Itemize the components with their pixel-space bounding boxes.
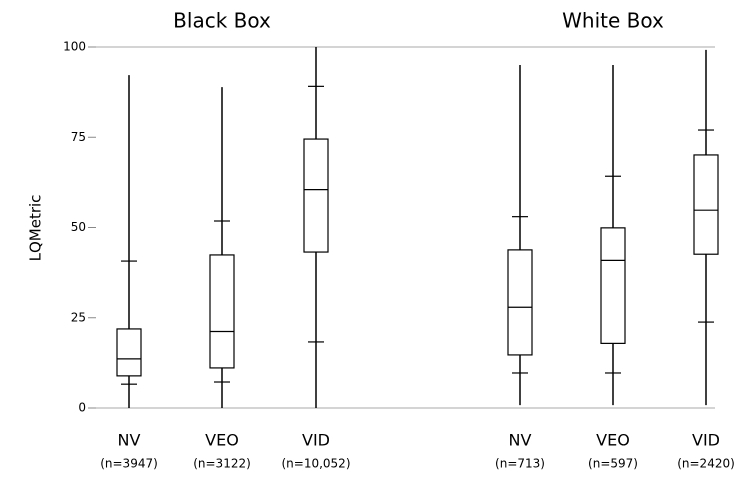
count-label: (n=3947) (100, 457, 158, 471)
x-tick-label: VEO (205, 431, 239, 450)
count-label: (n=2420) (677, 457, 735, 471)
group-title: Black Box (173, 9, 271, 33)
x-tick-label: VID (302, 431, 330, 450)
box (693, 154, 719, 255)
x-tick-label: NV (118, 431, 141, 450)
count-label: (n=597) (588, 457, 638, 471)
y-axis-label: LQMetric (27, 195, 45, 262)
y-tick-label: 100 (63, 40, 86, 54)
y-tick-label: 75 (71, 130, 86, 144)
y-tick-label: 0 (78, 401, 86, 415)
x-tick-label: NV (509, 431, 532, 450)
box (600, 227, 626, 344)
box (209, 254, 235, 369)
y-tick-label: 25 (71, 310, 86, 324)
count-label: (n=713) (495, 457, 545, 471)
box (116, 328, 142, 377)
x-tick-label: VEO (596, 431, 630, 450)
box (507, 249, 533, 356)
count-label: (n=3122) (193, 457, 251, 471)
x-tick-label: VID (692, 431, 720, 450)
y-tick-label: 50 (71, 220, 86, 234)
box (303, 138, 329, 253)
count-label: (n=10,052) (281, 457, 350, 471)
group-title: White Box (562, 9, 664, 33)
